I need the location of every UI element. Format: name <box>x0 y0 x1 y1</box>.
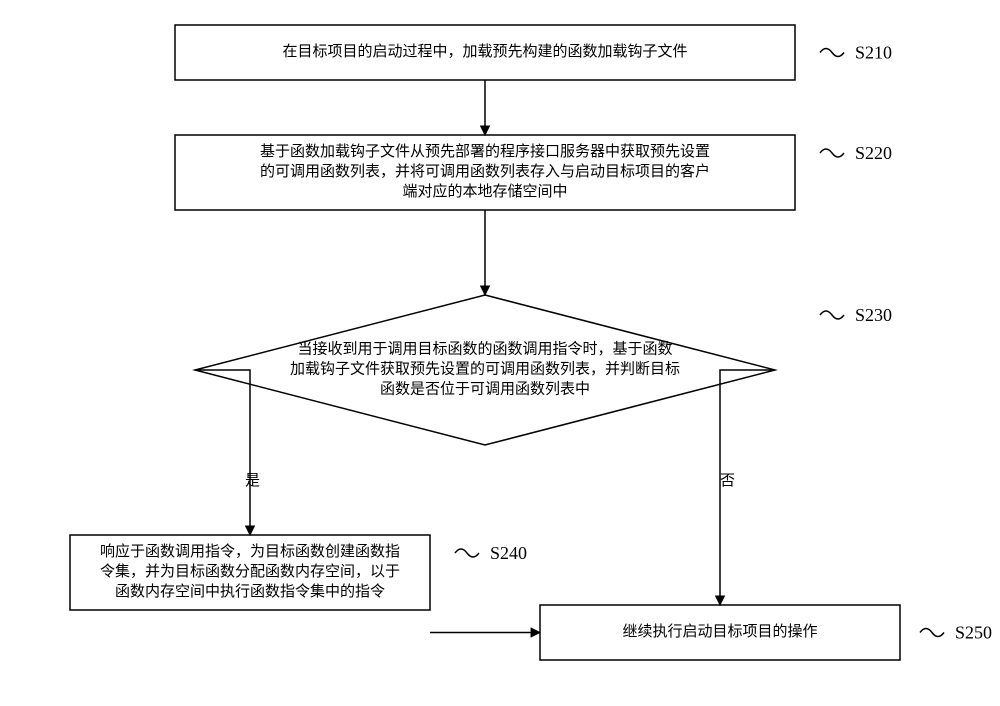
svg-text:S250: S250 <box>955 623 992 643</box>
svg-text:基于函数加载钩子文件从预先部署的程序接口服务器中获取预先设置: 基于函数加载钩子文件从预先部署的程序接口服务器中获取预先设置 <box>260 143 710 160</box>
svg-text:在目标项目的启动过程中，加载预先构建的函数加载钩子文件: 在目标项目的启动过程中，加载预先构建的函数加载钩子文件 <box>282 43 687 60</box>
svg-text:当接收到用于调用目标函数的函数调用指令时，基于函数: 当接收到用于调用目标函数的函数调用指令时，基于函数 <box>297 340 672 357</box>
svg-text:函数是否位于可调用函数列表中: 函数是否位于可调用函数列表中 <box>380 380 590 397</box>
svg-text:继续执行启动目标项目的操作: 继续执行启动目标项目的操作 <box>622 623 817 640</box>
svg-text:S220: S220 <box>855 143 892 163</box>
svg-text:函数内存空间中执行函数指令集中的指令: 函数内存空间中执行函数指令集中的指令 <box>115 583 385 600</box>
svg-text:端对应的本地存储空间中: 端对应的本地存储空间中 <box>402 182 567 200</box>
svg-text:S240: S240 <box>490 543 527 563</box>
svg-text:S210: S210 <box>855 43 892 63</box>
svg-text:的可调用函数列表，并将可调用函数列表存入与启动目标项目的客户: 的可调用函数列表，并将可调用函数列表存入与启动目标项目的客户 <box>260 163 710 180</box>
svg-text:加载钩子文件获取预先设置的可调用函数列表，并判断目标: 加载钩子文件获取预先设置的可调用函数列表，并判断目标 <box>290 360 680 377</box>
svg-text:响应于函数调用指令，为目标函数创建函数指: 响应于函数调用指令，为目标函数创建函数指 <box>100 542 400 560</box>
svg-text:令集，并为目标函数分配函数内存空间，以于: 令集，并为目标函数分配函数内存空间，以于 <box>100 563 400 580</box>
svg-text:是: 是 <box>245 473 260 489</box>
svg-text:否: 否 <box>720 473 735 489</box>
svg-text:S230: S230 <box>855 305 892 325</box>
